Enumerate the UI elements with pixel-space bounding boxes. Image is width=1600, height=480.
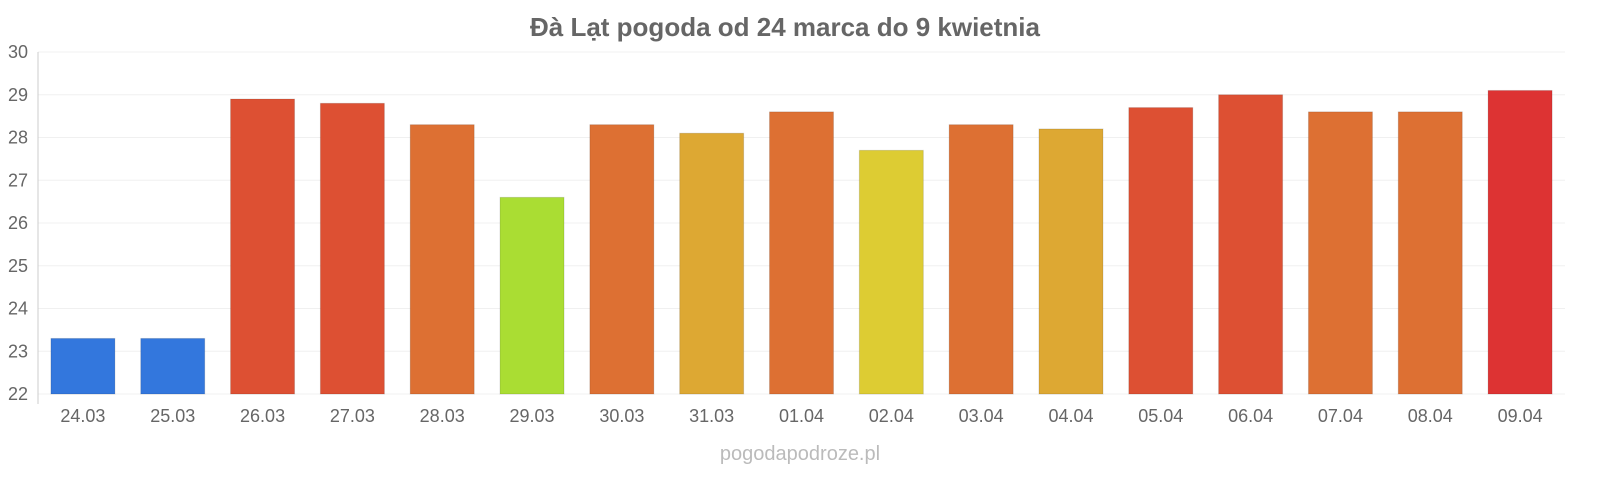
x-tick-label: 08.04 <box>1408 406 1453 426</box>
bar-08.04 <box>1397 111 1463 395</box>
bar-03.04 <box>948 124 1014 395</box>
x-tick-label: 31.03 <box>689 406 734 426</box>
x-tick-label: 28.03 <box>420 406 465 426</box>
x-tick-label: 24.03 <box>60 406 105 426</box>
y-tick-label: 30 <box>8 42 28 62</box>
x-tick-label: 06.04 <box>1228 406 1273 426</box>
bar-01.04 <box>769 111 834 395</box>
y-tick-label: 29 <box>8 85 28 105</box>
credit-text: pogodapodroze.pl <box>720 443 880 465</box>
bar-25.03 <box>140 337 206 395</box>
bar-05.04 <box>1128 107 1194 395</box>
bar-02.04 <box>858 149 924 395</box>
x-tick-label: 05.04 <box>1138 406 1183 426</box>
y-tick-label: 22 <box>8 384 28 404</box>
bar-09.04 <box>1487 89 1553 395</box>
bar-30.03 <box>589 124 655 395</box>
bar-31.03 <box>679 132 745 395</box>
y-tick-label: 28 <box>8 128 28 148</box>
x-tick-label: 25.03 <box>150 406 195 426</box>
x-tick-label: 02.04 <box>869 406 914 426</box>
x-tick-label: 29.03 <box>510 406 555 426</box>
x-tick-label: 26.03 <box>240 406 285 426</box>
x-tick-label: 30.03 <box>599 406 644 426</box>
bar-04.04 <box>1038 128 1104 395</box>
bar-28.03 <box>409 124 475 395</box>
bar-29.03 <box>499 196 565 395</box>
bar-07.04 <box>1307 111 1373 395</box>
y-tick-label: 25 <box>8 256 28 276</box>
x-tick-label: 09.04 <box>1498 406 1543 426</box>
x-tick-label: 04.04 <box>1048 406 1093 426</box>
x-tick-label: 01.04 <box>779 406 824 426</box>
bar-24.03 <box>50 337 116 395</box>
x-tick-label: 07.04 <box>1318 406 1363 426</box>
y-tick-label: 23 <box>8 341 28 361</box>
bar-26.03 <box>230 98 296 395</box>
chart-title: Đà Lạt pogoda od 24 marca do 9 kwietnia <box>530 12 1041 42</box>
bar-06.04 <box>1218 94 1284 395</box>
y-tick-label: 24 <box>8 299 28 319</box>
y-tick-label: 26 <box>8 213 28 233</box>
x-tick-label: 27.03 <box>330 406 375 426</box>
x-tick-label: 03.04 <box>959 406 1004 426</box>
bar-27.03 <box>319 102 385 395</box>
y-tick-label: 27 <box>8 170 28 190</box>
